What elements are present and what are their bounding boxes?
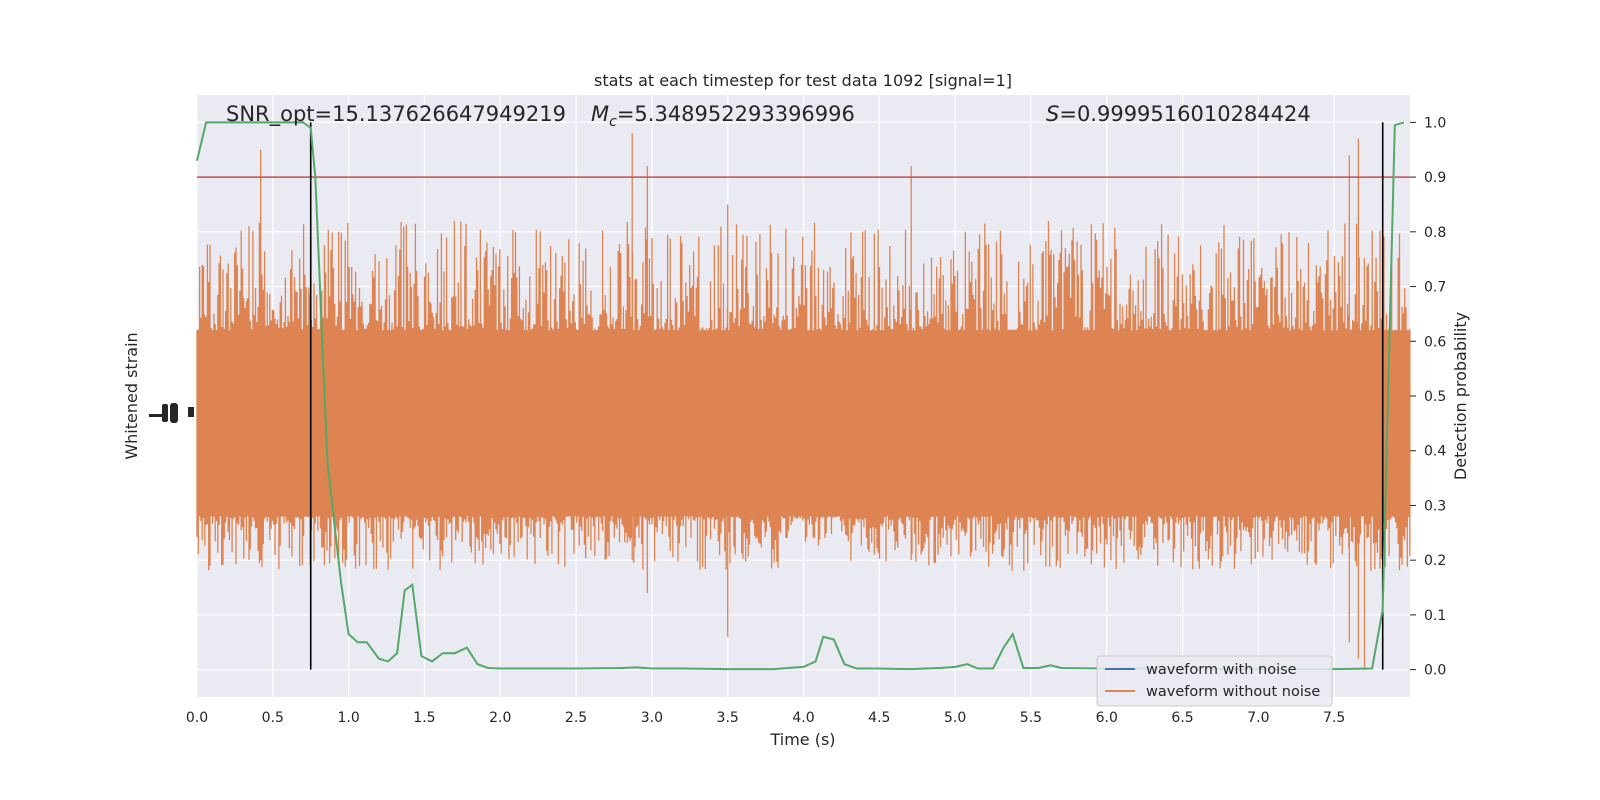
- x-tick-label: 2.0: [489, 710, 511, 726]
- legend-label-with-noise: waveform with noise: [1146, 662, 1297, 678]
- x-tick-label: 3.0: [641, 710, 663, 726]
- probability-line: [196, 121, 1405, 671]
- series-detection-probability: [196, 121, 1405, 671]
- legend-label-without-noise: waveform without noise: [1146, 684, 1320, 700]
- y-tick-label: 0.5: [1424, 389, 1446, 405]
- mc-subscript: c: [609, 114, 617, 130]
- x-tick-label: 3.5: [717, 710, 739, 726]
- y-tick-label: 0.2: [1424, 553, 1446, 569]
- noise-trace: [196, 133, 1411, 670]
- y-axis-right-ticks: 0.0 0.1 0.2 0.3 0.4 0.5 0.6 0.7 0.8 0.9 1.0: [1410, 115, 1446, 679]
- x-axis-ticks: 0.0 0.5 1.0 1.5 2.0 2.5 3.0 3.5 4.0 4.5 5.0 5.5 6.0 6…: [186, 710, 1345, 726]
- y-tick-label: 0.1: [1424, 608, 1446, 624]
- x-tick-label: 6.0: [1096, 710, 1118, 726]
- s-value: =0.9999516010284424: [1059, 102, 1310, 126]
- x-tick-label: 5.0: [944, 710, 966, 726]
- series-waveform-without-noise: [196, 133, 1411, 670]
- x-tick-label: 7.0: [1247, 710, 1269, 726]
- y-tick-label: 0.4: [1424, 444, 1446, 460]
- y-tick-label: 0.7: [1424, 280, 1446, 296]
- y-tick-label: 1.0: [1424, 115, 1446, 131]
- x-tick-label: 1.5: [413, 710, 435, 726]
- y-tick-label: 0.8: [1424, 225, 1446, 241]
- x-tick-label: 0.0: [186, 710, 208, 726]
- y-tick-label: 0.6: [1424, 334, 1446, 350]
- x-tick-label: 7.5: [1323, 710, 1345, 726]
- x-tick-label: 0.5: [262, 710, 284, 726]
- x-tick-label: 4.5: [868, 710, 890, 726]
- snr-annotation: SNR_opt=15.137626647949219: [226, 102, 566, 127]
- s-annotation: S=0.9999516010284424: [1046, 102, 1311, 126]
- x-tick-label: 4.0: [792, 710, 814, 726]
- y-axis-left-label: Whitened strain: [122, 332, 141, 459]
- y-axis-right-label: Detection probability: [1451, 312, 1470, 480]
- y-tick-label: 0.0: [1424, 663, 1446, 679]
- mc-symbol: M: [591, 102, 609, 126]
- legend: waveform with noise waveform without noi…: [1096, 655, 1333, 707]
- s-symbol: S: [1046, 102, 1059, 126]
- x-tick-label: 2.5: [565, 710, 587, 726]
- chart-title: stats at each timestep for test data 109…: [594, 71, 1012, 90]
- mc-annotation: Mc=5.348952293396996: [591, 102, 855, 130]
- left-axis-tick-clutter: [149, 403, 194, 423]
- mc-value: =5.348952293396996: [617, 102, 855, 126]
- x-tick-label: 1.0: [337, 710, 359, 726]
- x-tick-label: 5.5: [1020, 710, 1042, 726]
- y-tick-label: 0.3: [1424, 498, 1446, 514]
- y-tick-label: 0.9: [1424, 170, 1446, 186]
- x-tick-label: 6.5: [1171, 710, 1193, 726]
- x-axis-label: Time (s): [769, 730, 835, 749]
